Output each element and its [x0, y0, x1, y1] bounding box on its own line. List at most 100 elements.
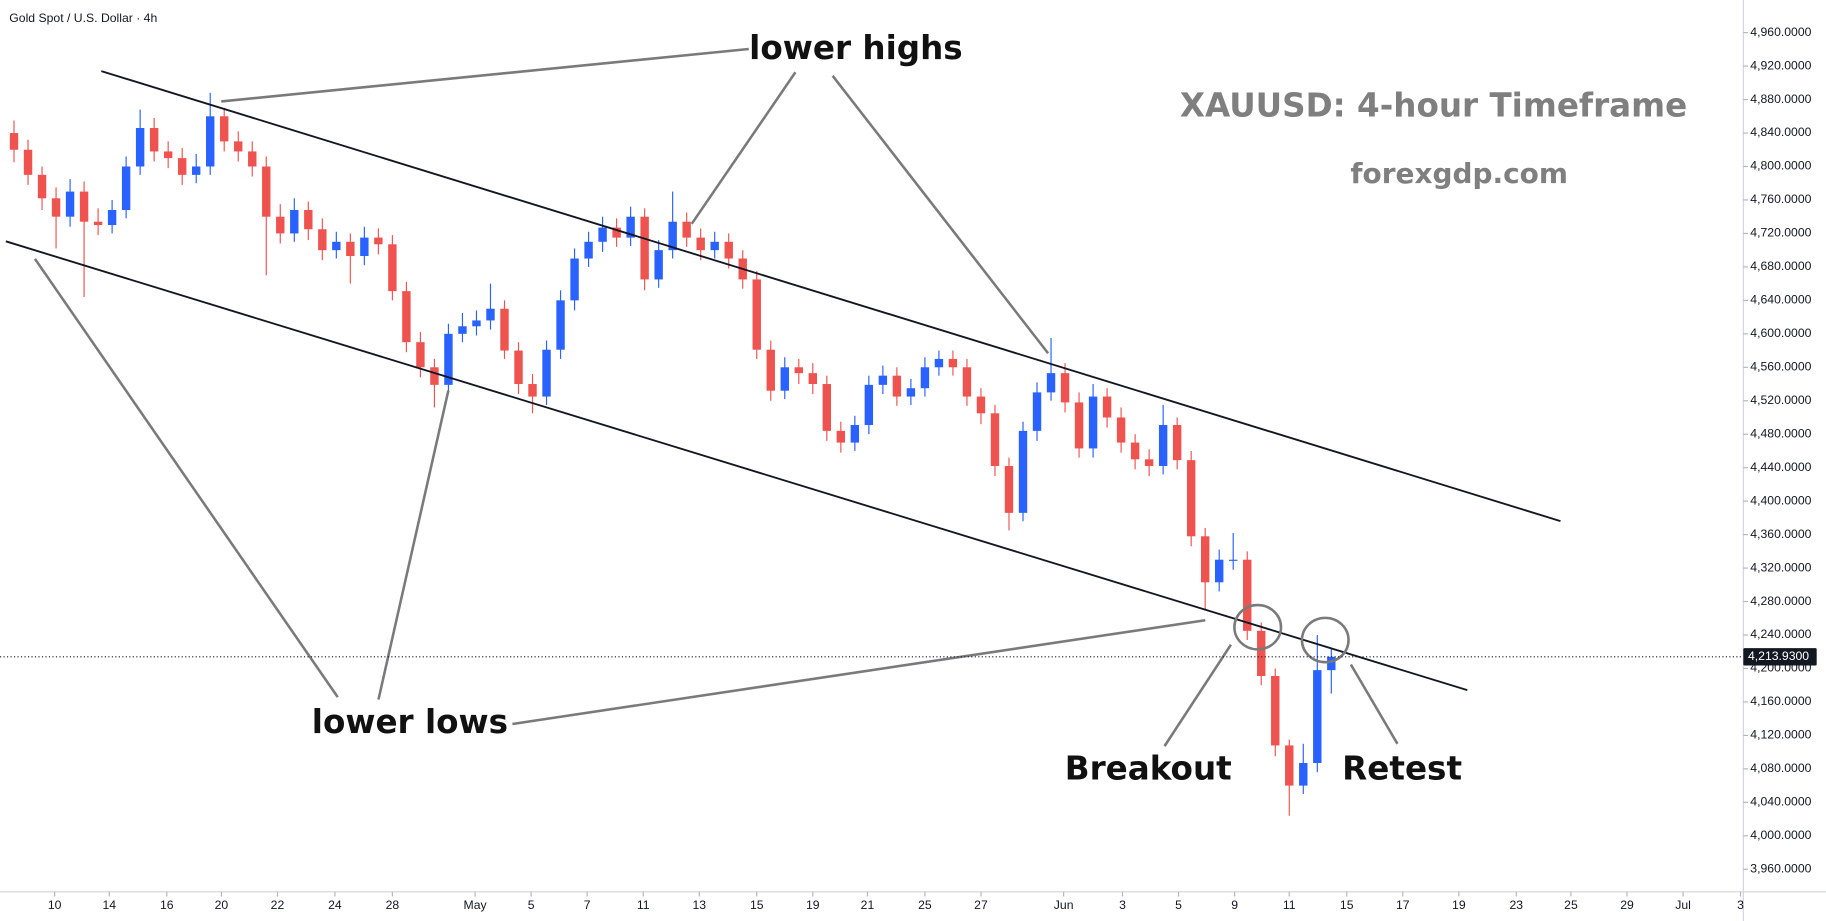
candle-body [1285, 745, 1294, 786]
y-tick-label: 4,600.0000 [1750, 326, 1811, 340]
candle-body [836, 430, 846, 443]
y-tick-label: 4,680.0000 [1750, 259, 1811, 273]
candle-body [360, 237, 369, 257]
x-tick-label: 3 [1119, 898, 1126, 912]
candle-body [248, 151, 257, 167]
candle-body [808, 373, 818, 385]
candle-body [163, 151, 173, 159]
candle-body [1004, 466, 1014, 513]
candle-body [486, 308, 495, 321]
x-tick-label: Jun [1054, 898, 1074, 912]
candle-body [1046, 373, 1056, 393]
x-tick-label: 11 [637, 898, 650, 912]
candle-body [948, 358, 958, 368]
pointer-line [831, 74, 1050, 355]
x-tick-label: 13 [692, 898, 706, 912]
candle-body [892, 375, 902, 397]
y-tick-label: 3,960.0000 [1750, 861, 1811, 875]
x-tick-label: 27 [974, 898, 988, 912]
candle-body [1186, 460, 1196, 537]
x-tick-label: Jul [1675, 898, 1691, 912]
y-tick-label: 4,120.0000 [1750, 728, 1811, 742]
candle-body [612, 227, 621, 238]
x-tick-label: 5 [528, 898, 535, 912]
candle-body [682, 221, 691, 238]
watermark: forexgdp.com [1350, 157, 1568, 190]
candle-body [177, 158, 187, 175]
candle-body [528, 384, 537, 397]
candle-body [584, 241, 593, 259]
candle-body [1299, 763, 1308, 786]
candle-body [9, 133, 19, 150]
annotation: Retest [1342, 750, 1462, 788]
candle-body [220, 116, 229, 142]
y-tick-label: 4,240.0000 [1750, 627, 1811, 641]
candle-body [752, 279, 761, 350]
x-tick-label: 14 [103, 898, 117, 912]
candle-body [374, 237, 383, 245]
candle-body [444, 333, 453, 385]
candle-body [1018, 430, 1028, 513]
x-tick-label: May [464, 898, 488, 912]
candle-body [430, 367, 439, 385]
y-tick-label: 4,400.0000 [1750, 493, 1811, 507]
candle-body [500, 308, 509, 351]
candle-body [1243, 559, 1252, 631]
x-tick-label: 5 [1175, 898, 1182, 912]
x-tick-label: 15 [750, 898, 764, 912]
candle-body [135, 128, 145, 167]
x-tick-label: 19 [1452, 898, 1466, 912]
x-tick-label: 11 [1283, 898, 1296, 912]
y-tick-label: 4,560.0000 [1750, 360, 1811, 374]
y-tick-label: 4,880.0000 [1750, 92, 1811, 106]
candle-body [107, 209, 117, 226]
candle-body [906, 388, 916, 397]
x-tick-label: 7 [584, 898, 591, 912]
candle-body [640, 216, 649, 280]
candle-body [864, 384, 874, 426]
candle-body [1074, 402, 1084, 449]
candle-body [542, 349, 551, 397]
candle-body [1214, 559, 1224, 583]
candle-body [191, 166, 201, 175]
candle-body [976, 396, 986, 414]
candle-body [388, 244, 397, 292]
candle-body [1327, 656, 1336, 671]
candle-body [332, 241, 341, 251]
y-tick-label: 4,640.0000 [1750, 293, 1811, 307]
y-tick-label: 4,440.0000 [1750, 460, 1811, 474]
candle-body [794, 367, 803, 374]
x-tick-label: 29 [1620, 898, 1634, 912]
x-tick-label: 16 [160, 898, 174, 912]
x-tick-label: 22 [271, 898, 285, 912]
candle-body [416, 342, 425, 368]
candle-body [262, 166, 271, 217]
candle-body [51, 198, 61, 217]
current-price-box [1743, 648, 1817, 666]
candle-body [598, 227, 607, 242]
candle-body [850, 425, 860, 443]
candle-body [766, 349, 775, 391]
chart-title: Gold Spot / U.S. Dollar · 4h [9, 11, 157, 25]
y-tick-label: 4,840.0000 [1750, 125, 1811, 139]
candle-body [878, 375, 888, 385]
candle-body [37, 174, 47, 199]
annotation: lower highs [749, 29, 963, 67]
candle-body [780, 367, 789, 391]
candle-body [472, 320, 481, 327]
x-tick-label: 20 [215, 898, 229, 912]
lower-channel-line [5, 240, 1468, 692]
candle-body [1060, 373, 1070, 403]
x-tick-label: 23 [1510, 898, 1524, 912]
candle-body [654, 250, 663, 280]
x-tick-label: 17 [1396, 898, 1410, 912]
y-tick-label: 4,960.0000 [1750, 25, 1811, 39]
pointer-line [512, 618, 1206, 726]
retest-circle [1300, 616, 1350, 664]
pointer-line [221, 47, 749, 103]
annotation: lower lows [312, 703, 508, 741]
y-tick-label: 4,520.0000 [1750, 393, 1811, 407]
y-tick-label: 4,320.0000 [1750, 560, 1811, 574]
candle-body [1200, 536, 1210, 583]
